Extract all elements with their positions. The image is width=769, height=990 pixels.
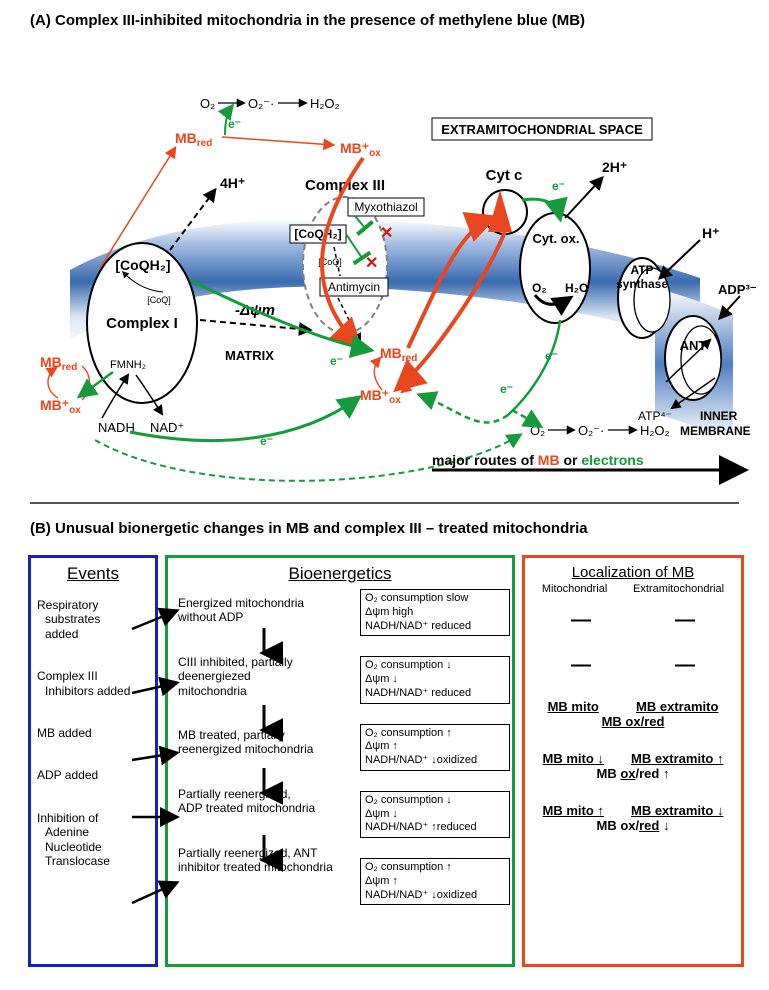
e-4: e⁻ [500,382,513,396]
coqh2-a: [CoQH₂] [115,257,170,273]
bio-readout-box: O₂ consumption slowΔψm highNADH/NAD⁺ red… [360,589,510,636]
bio-readout-box: O₂ consumption ↑Δψm ↑NADH/NAD⁺ ↓oxidized [360,724,510,771]
antimycin: Antimycin [328,280,380,294]
e-5: e⁻ [545,349,558,363]
cytox-label: Cyt. ox. [533,231,580,246]
event-to-bio-arrows [130,555,190,967]
mb-ox-left: MB⁺ox [40,397,81,416]
h1: H⁺ [702,225,720,241]
mb-red-mat: MBred [380,345,417,364]
localization-row: MB mito ↑MB extramito ↓MB ox/red ↓ [529,803,737,833]
panel-a-title: (A) Complex III-inhibited mitochondria i… [30,12,585,29]
e-2: e⁻ [330,354,343,368]
fmnh2: FMNH₂ [110,359,146,371]
bio-readout-box: O₂ consumption ↑Δψm ↑NADH/NAD⁺ ↓oxidized [360,858,510,905]
h2o2-top: H₂O₂ [310,96,340,111]
nadh: NADH [98,420,135,435]
panel-b-title: (B) Unusual bionergetic changes in MB an… [30,520,588,537]
atp4: ATP⁴⁻ [638,409,672,423]
svg-text:synthase: synthase [616,277,668,291]
h2o-cytox: H₂O [565,281,588,295]
localization-row: —— [529,609,737,632]
atp-synthase-label: ATP [630,263,653,277]
localization-box: Localization of MB Mitochondrial Extrami… [522,555,744,967]
o2m-bot: O₂⁻· [578,423,604,438]
localization-row: —— [529,654,737,677]
bio-readout-box: O₂ consumption ↓Δψm ↓NADH/NAD⁺ reduced [360,656,510,703]
extramito-space: EXTRAMITOCHONDRIAL SPACE [441,122,643,137]
matrix-label: MATRIX [225,348,274,363]
legend: major routes of MB or electrons [432,452,644,468]
loc-sub-mito: Mitochondrial [542,583,607,595]
loc-sub-extra: Extramitochondrial [633,583,724,595]
h2o2-bot: H₂O₂ [640,423,670,438]
mb-ox-top: MB⁺ox [340,140,381,159]
svg-text:↑: ↑ [110,422,115,433]
nad: NAD⁺ [150,420,184,435]
localization-row: MB mitoMB extramitoMB ox/red [529,699,737,729]
ant-label: ANT [680,338,707,353]
o2-cytox: O₂ [532,281,547,295]
cyt-ox [520,213,590,323]
o2-top: O₂ [200,96,215,111]
x-anti: ✕ [365,255,378,272]
inner-membrane-label2: MEMBRANE [680,424,751,438]
panel-divider [30,502,739,504]
panel-a-diagram: Complex I [CoQH₂] [CoQ] FMNH₂ NADH ↑ NAD… [0,40,769,530]
mb-red-left: MBred [40,354,77,373]
bio-head: Bioenergetics [174,564,506,584]
inner-membrane-label1: INNER [700,409,738,423]
bioenergetics-box: Bioenergetics Energized mitochondriawith… [165,555,515,967]
h4: 4H⁺ [220,175,245,191]
mb-ox-mat: MB⁺ox [360,387,401,406]
myxothiazol: Myxothiazol [354,200,417,214]
localization-row: MB mito ↓MB extramito ↑MB ox/red ↑ [529,751,737,781]
coqh2-b: [CoQH₂] [294,227,341,241]
bio-arrows [254,590,284,950]
o2m-top: O₂⁻· [248,96,274,111]
e-3: e⁻ [552,179,565,193]
h2: 2H⁺ [602,159,627,175]
mb-red-topleft: MBred [175,130,212,149]
cytc-label: Cyt c [486,167,523,184]
complex-i-label: Complex I [106,315,178,332]
loc-head: Localization of MB [529,564,737,581]
o2-bot: O₂ [530,423,545,438]
e-1: e⁻ [260,434,273,448]
bio-readout-box: O₂ consumption ↓Δψm ↓NADH/NAD⁺ ↑reduced [360,791,510,838]
x-myxo: ✕ [380,225,393,242]
e-top: e⁻ [228,117,241,131]
coq-a: [CoQ] [147,295,171,305]
adp: ADP³⁻ [718,282,757,297]
